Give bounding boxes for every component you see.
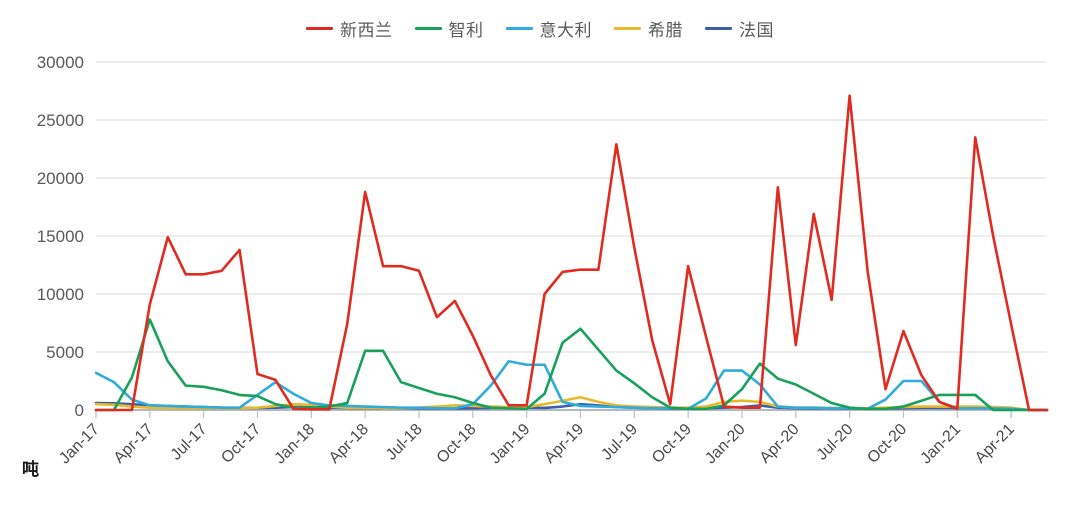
legend-swatch-icon (505, 27, 533, 30)
y-axis-tick-label: 20000 (37, 169, 84, 188)
legend-item-3[interactable]: 意大利 (505, 16, 593, 41)
y-axis-unit-label: 吨 (22, 460, 39, 479)
legend-label: 意大利 (539, 21, 592, 40)
y-axis-tick-label: 30000 (37, 53, 84, 72)
legend-item-4[interactable]: 希腊 (614, 16, 683, 41)
x-axis-tick-label: Jan-17 (56, 421, 103, 468)
x-axis-tick-label: Jan-18 (272, 421, 319, 468)
legend-label: 法国 (739, 21, 774, 40)
legend-label: 希腊 (648, 21, 683, 40)
x-axis-tick-label: Oct-19 (649, 421, 695, 467)
x-axis-tick-label: Jul-20 (814, 421, 857, 464)
x-axis-tick-label: Jul-17 (168, 421, 211, 464)
x-axis-tick-label: Apr-21 (972, 421, 1018, 467)
legend-label: 新西兰 (340, 21, 393, 40)
x-axis-tick-label: Apr-18 (326, 421, 372, 467)
x-axis-tick-label: Jul-18 (383, 421, 426, 464)
y-axis-tick-label: 5000 (46, 343, 84, 362)
series-line-1 (94, 94, 1049, 412)
x-axis-tick-label: Apr-17 (111, 421, 157, 467)
legend-item-2[interactable]: 智利 (414, 16, 484, 41)
x-axis-tick-label: Jan-21 (917, 421, 964, 468)
y-axis-tick-label: 25000 (37, 111, 84, 130)
legend-swatch-icon (306, 27, 333, 30)
legend-label: 智利 (448, 21, 484, 40)
y-axis-tick-label: 15000 (37, 227, 84, 246)
x-axis-tick-label: Jul-19 (598, 421, 641, 464)
x-axis-tick-label: Oct-20 (864, 421, 910, 467)
legend-swatch-icon (414, 27, 442, 30)
x-axis-tick-label: Apr-19 (541, 421, 587, 467)
legend-swatch-icon (705, 27, 732, 30)
y-axis-tick-label: 0 (75, 401, 84, 420)
x-axis-tick-label: Oct-17 (218, 421, 264, 467)
legend-swatch-icon (614, 27, 641, 30)
legend-item-1[interactable]: 新西兰 (306, 16, 393, 41)
series-line-2 (94, 318, 1049, 412)
x-axis-tick-label: Apr-20 (757, 421, 803, 467)
legend-item-5[interactable]: 法国 (705, 16, 774, 41)
x-axis-tick-label: Jan-20 (702, 421, 749, 468)
chart-legend: 新西兰 智利 意大利 希腊 法国 (0, 16, 1080, 41)
series-line-3 (94, 359, 1049, 412)
y-axis-tick-label: 10000 (37, 285, 84, 304)
x-axis-tick-label: Jan-19 (487, 421, 534, 468)
x-axis-tick-label: Oct-18 (434, 421, 480, 467)
